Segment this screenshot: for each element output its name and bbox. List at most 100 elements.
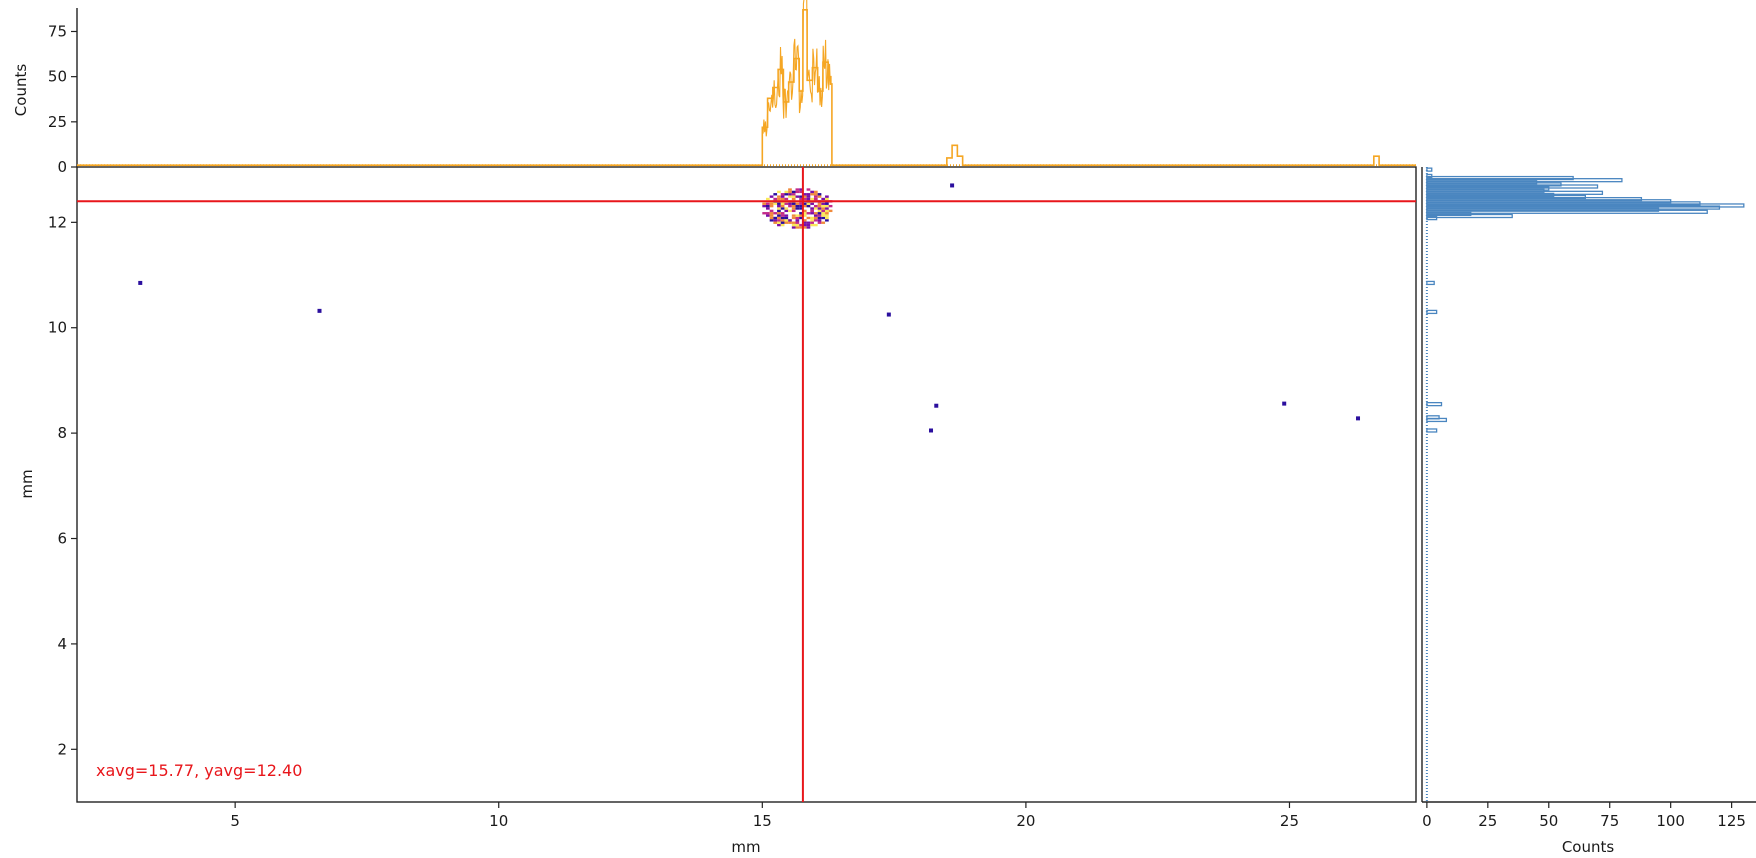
- heatmap-cell: [817, 219, 822, 222]
- heatmap-cell: [784, 221, 789, 224]
- heatmap-cell: [825, 207, 829, 210]
- heatmap-cell: [777, 209, 781, 213]
- heatmap-cell: [817, 195, 822, 198]
- heatmap-cell: [795, 223, 800, 227]
- heatmap-cell: [784, 190, 789, 194]
- heatmap-cell: [784, 209, 789, 213]
- heatmap-cell: [791, 204, 796, 208]
- heatmap-cell: [806, 204, 811, 208]
- heatmap-cell: [825, 214, 829, 217]
- heatmap-cell: [777, 202, 781, 205]
- heatmap-cell: [780, 221, 785, 224]
- heatmap-cell: [810, 197, 814, 201]
- heatmap-cell: [777, 216, 781, 220]
- heatmap-cell: [769, 214, 774, 217]
- heatmap-cell: [784, 193, 789, 196]
- main-x-tick-label: 25: [1280, 812, 1299, 830]
- heatmap-cell: [777, 204, 781, 208]
- main-y-tick-label: 2: [57, 740, 67, 758]
- heatmap-cell: [788, 209, 792, 213]
- right-histogram-bar: [1426, 215, 1438, 221]
- heatmap-cell: [769, 204, 774, 208]
- heatmap-cell: [788, 219, 792, 222]
- heatmap-cell: [810, 190, 814, 194]
- heatmap-cell: [825, 204, 829, 208]
- heatmap-cell: [773, 212, 778, 215]
- heatmap-cell: [784, 219, 789, 222]
- heatmap-cell: [791, 190, 796, 194]
- heatmap-cell: [784, 207, 789, 210]
- heatmap-cell: [821, 216, 826, 220]
- heatmap-cell: [777, 190, 781, 194]
- heatmap-cell: [777, 219, 781, 222]
- main-y-axis-label: mm: [18, 469, 36, 498]
- heatmap-cell: [799, 216, 803, 220]
- right-x-tick-label: 125: [1717, 812, 1746, 830]
- heatmap-cell: [806, 221, 811, 224]
- heatmap-cell: [769, 216, 774, 220]
- main-y-tick-label: 12: [48, 213, 67, 231]
- heatmap-cell: [802, 193, 807, 196]
- heatmap-cell: [773, 193, 778, 196]
- heatmap-cell: [802, 212, 807, 215]
- heatmap-cell: [762, 202, 767, 205]
- heatmap-cell: [806, 212, 811, 215]
- heatmap-cell: [769, 195, 774, 198]
- heatmap-cell: [802, 221, 807, 224]
- heatmap-cell: [791, 221, 796, 224]
- heatmap-cell: [799, 214, 803, 217]
- heatmap-point: [886, 312, 891, 317]
- heatmap-cell: [773, 197, 778, 201]
- heatmap-cell: [766, 214, 770, 217]
- heatmap-cell: [810, 212, 814, 215]
- heatmap-cell: [825, 197, 829, 201]
- heatmap-cell: [784, 214, 789, 217]
- main-y-tick-label: 10: [48, 319, 67, 337]
- heatmap-cell: [788, 195, 792, 198]
- heatmap-cell: [810, 209, 814, 213]
- heatmap-cell: [806, 202, 811, 205]
- heatmap-cell: [799, 190, 803, 194]
- heatmap-cell: [795, 214, 800, 217]
- heatmap-cell: [802, 197, 807, 201]
- heatmap-cell: [788, 221, 792, 224]
- heatmap-cell: [806, 216, 811, 220]
- heatmap-cell: [791, 223, 796, 227]
- heatmap-cell: [817, 204, 822, 208]
- heatmap-cell: [780, 195, 785, 198]
- heatmap-cell: [813, 216, 818, 220]
- main-heatmap-panel: 5 10 15 20 25 2 4 6 8 10 12: [48, 166, 1417, 830]
- heatmap-cell: [769, 219, 774, 222]
- top-y-tick-label: 25: [48, 113, 67, 131]
- main-x-tick-label: 20: [1016, 812, 1035, 830]
- heatmap-cell: [817, 212, 822, 215]
- heatmap-cell: [766, 207, 770, 210]
- heatmap-cell: [799, 223, 803, 227]
- heatmap-cell: [806, 188, 811, 191]
- heatmap-cell: [821, 221, 826, 224]
- main-x-tick-label: 5: [230, 812, 240, 830]
- top-histogram-spikes: [761, 0, 831, 137]
- heatmap-cell: [780, 207, 785, 210]
- heatmap-cell: [795, 204, 800, 208]
- heatmap-cell: [799, 195, 803, 198]
- heatmap-cell: [821, 207, 826, 210]
- heatmap-cell: [828, 209, 833, 213]
- right-histogram-bar: [1426, 309, 1438, 315]
- heatmap-cell: [777, 212, 781, 215]
- heatmap-cell: [810, 221, 814, 224]
- heatmap-cell: [813, 204, 818, 208]
- heatmap-cell: [825, 195, 829, 198]
- heatmap-cell: [802, 195, 807, 198]
- heatmap-cell: [825, 216, 829, 220]
- heatmap-cell: [813, 212, 818, 215]
- heatmap-cell: [791, 207, 796, 210]
- heatmap-cell: [813, 197, 818, 201]
- heatmap-cell: [795, 216, 800, 220]
- right-x-tick-label: 100: [1656, 812, 1685, 830]
- heatmap-cell: [795, 221, 800, 224]
- heatmap-point: [950, 183, 955, 188]
- top-y-tick-label: 50: [48, 68, 67, 86]
- heatmap-cell: [799, 202, 803, 205]
- heatmap-cell: [810, 223, 814, 227]
